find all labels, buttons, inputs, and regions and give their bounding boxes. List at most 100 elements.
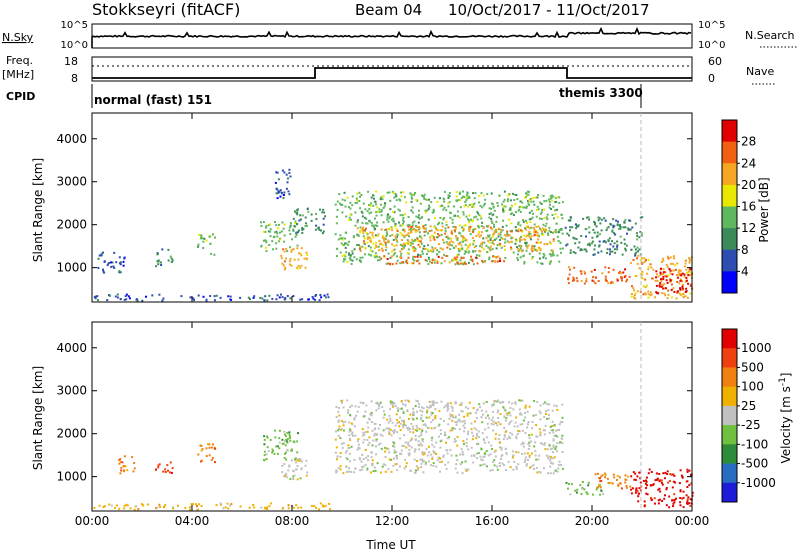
scatter-cell — [296, 266, 299, 269]
scatter-cell — [347, 254, 350, 257]
scatter-cell — [427, 256, 430, 259]
scatter-cell — [371, 459, 374, 462]
scatter-cell — [449, 415, 452, 418]
scatter-cell — [675, 297, 678, 300]
scatter-cell — [462, 453, 465, 456]
scatter-cell — [421, 410, 424, 413]
scatter-cell — [344, 255, 347, 258]
scatter-cell — [494, 437, 497, 440]
scatter-cell — [283, 475, 286, 478]
scatter-cell — [645, 476, 648, 479]
scatter-cell — [448, 195, 451, 197]
scatter-cell — [408, 444, 411, 447]
scatter-cell — [543, 433, 546, 436]
scatter-cell — [453, 215, 456, 218]
scatter-cell — [400, 453, 403, 455]
scatter-cell — [382, 238, 385, 240]
scatter-cell — [624, 226, 627, 229]
scatter-cell — [540, 229, 543, 232]
scatter-cell — [362, 441, 365, 444]
scatter-cell — [210, 458, 213, 461]
scatter-cell — [524, 406, 527, 409]
scatter-cell — [372, 224, 375, 227]
scatter-cell — [550, 197, 553, 199]
scatter-cell — [277, 227, 280, 230]
scatter-cell — [289, 222, 292, 225]
scatter-cell — [284, 451, 287, 454]
scatter-cell — [533, 228, 536, 231]
scatter-cell — [210, 252, 213, 255]
scatter-cell — [431, 401, 434, 404]
x-tick-label: 16:00 — [475, 514, 510, 528]
scatter-cell — [673, 493, 676, 496]
scatter-cell — [301, 227, 304, 229]
scatter-cell — [678, 292, 681, 295]
scatter-cell — [339, 452, 342, 454]
scatter-cell — [400, 419, 403, 422]
scatter-cell — [346, 399, 349, 402]
scatter-cell — [524, 456, 527, 459]
scatter-cell — [536, 261, 539, 264]
scatter-cell — [415, 226, 418, 228]
scatter-cell — [682, 288, 684, 291]
scatter-cell — [419, 442, 422, 445]
scatter-cell — [531, 244, 534, 247]
scatter-cell — [339, 251, 342, 254]
scatter-cell — [582, 217, 585, 220]
scatter-cell — [682, 496, 685, 499]
scatter-cell — [361, 245, 364, 248]
scatter-cell — [290, 449, 293, 452]
scatter-cell — [406, 234, 409, 236]
scatter-cell — [276, 232, 279, 235]
scatter-cell — [136, 299, 139, 302]
scatter-cell — [463, 422, 466, 425]
scatter-cell — [379, 243, 382, 246]
scatter-cell — [431, 443, 434, 446]
colorbar-segment — [722, 463, 737, 484]
scatter-cell — [448, 201, 451, 204]
scatter-cell — [676, 291, 678, 294]
scatter-cell — [375, 190, 378, 193]
scatter-cell — [555, 445, 558, 448]
scatter-cell — [614, 233, 617, 236]
scatter-cell — [511, 236, 514, 239]
scatter-cell — [288, 172, 291, 174]
scatter-cell — [580, 280, 583, 283]
scatter-cell — [353, 248, 356, 251]
scatter-cell — [407, 232, 410, 235]
scatter-cell — [679, 469, 682, 472]
scatter-cell — [125, 503, 128, 506]
scatter-cell — [518, 238, 521, 241]
scatter-cell — [269, 228, 272, 231]
scatter-cell — [500, 455, 503, 458]
scatter-cell — [351, 259, 354, 262]
scatter-cell — [361, 215, 364, 218]
scatter-cell — [214, 447, 217, 450]
scatter-cell — [541, 442, 544, 445]
scatter-cell — [315, 213, 317, 215]
scatter-cell — [688, 258, 691, 261]
scatter-cell — [482, 194, 485, 197]
scatter-cell — [305, 251, 308, 254]
scatter-cell — [363, 253, 366, 256]
scatter-cell — [411, 228, 414, 231]
scatter-cell — [367, 236, 370, 239]
scatter-cell — [443, 217, 445, 220]
scatter-cell — [376, 206, 379, 209]
scatter-cell — [671, 273, 674, 276]
scatter-cell — [393, 457, 395, 460]
scatter-cell — [403, 419, 405, 422]
scatter-cell — [623, 242, 626, 245]
scatter-cell — [356, 410, 359, 413]
scatter-cell — [388, 191, 391, 194]
scatter-cell — [283, 456, 286, 459]
scatter-cell — [263, 458, 265, 461]
scatter-cell — [492, 205, 495, 208]
scatter-cell — [590, 270, 593, 273]
scatter-cell — [385, 246, 388, 249]
scatter-cell — [462, 213, 465, 216]
scatter-cell — [455, 228, 458, 231]
scatter-cell — [362, 458, 365, 461]
scatter-cell — [647, 290, 650, 293]
scatter-cell — [386, 218, 389, 221]
